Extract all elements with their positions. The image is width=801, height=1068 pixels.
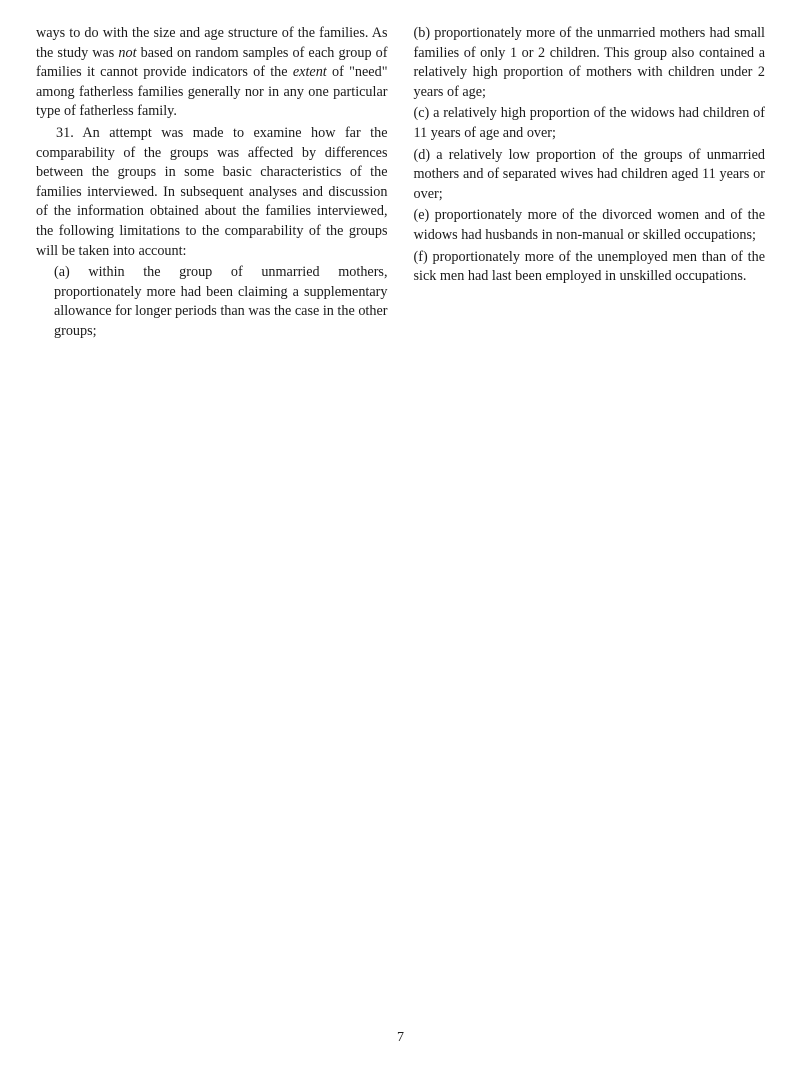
para1-italic1: not [118,45,136,61]
paragraph-1: ways to do with the size and age structu… [36,24,388,122]
right-column: (b) proportionately more of the unmarrie… [414,24,766,345]
sub-item-f: (f) proportionately more of the unemploy… [414,248,766,287]
left-column: ways to do with the size and age structu… [36,24,388,345]
sub-item-a: (a) within the group of unmarried mother… [54,263,388,341]
paragraph-2: 31. An attempt was made to examine how f… [36,124,388,261]
sub-item-c: (c) a relatively high proportion of the … [414,104,766,143]
sub-item-d: (d) a relatively low proportion of the g… [414,146,766,205]
sub-item-e: (e) proportionately more of the divorced… [414,206,766,245]
page-number: 7 [397,1030,404,1046]
para1-italic2: extent [293,64,327,80]
sub-item-b: (b) proportionately more of the unmarrie… [414,24,766,102]
text-columns: ways to do with the size and age structu… [36,24,765,345]
